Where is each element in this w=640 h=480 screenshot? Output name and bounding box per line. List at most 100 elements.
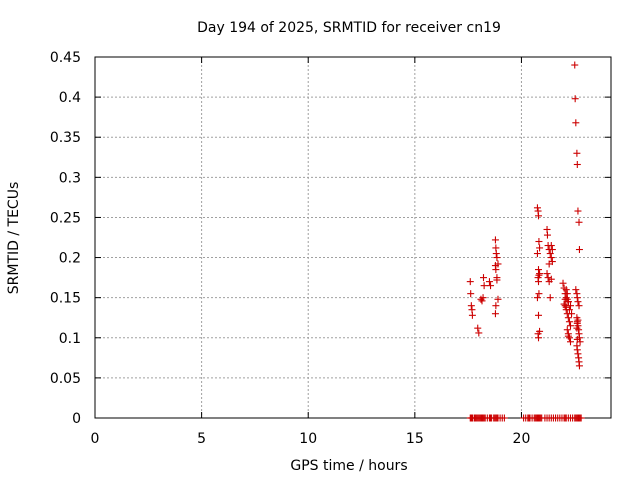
data-point — [491, 310, 499, 318]
data-point — [475, 329, 483, 337]
plot-frame — [94, 56, 612, 419]
x-tick-label: 0 — [91, 431, 100, 447]
data-point — [574, 207, 582, 215]
data-point — [546, 250, 554, 258]
data-point — [564, 314, 572, 322]
axis-ticks: 0 0.05 0.1 0.15 0.2 0.25 0.3 0.35 0.4 0.45 0 5 10 15 2… — [50, 50, 611, 447]
data-point — [573, 319, 581, 327]
data-point — [565, 318, 573, 326]
y-tick-label: 0.4 — [59, 90, 81, 106]
data-point — [574, 298, 582, 306]
y-tick-label: 0.45 — [50, 50, 81, 66]
data-point — [566, 302, 574, 310]
data-point — [535, 278, 543, 286]
data-point — [571, 61, 579, 69]
data-point — [478, 297, 486, 305]
data-point — [547, 242, 555, 250]
y-tick-label: 0.15 — [50, 291, 81, 307]
data-points — [466, 61, 585, 422]
data-point — [479, 274, 487, 282]
data-point — [562, 294, 570, 302]
data-point — [568, 310, 576, 318]
data-point — [546, 294, 554, 302]
y-tick-label: 0 — [72, 411, 81, 427]
data-point — [575, 362, 583, 370]
data-point — [565, 306, 573, 314]
x-tick-label: 10 — [299, 431, 317, 447]
y-tick-label: 0.3 — [59, 170, 81, 186]
chart-title: Day 194 of 2025, SRMTID for receiver cn1… — [197, 20, 501, 36]
data-point — [577, 414, 585, 422]
y-axis-label: SRMTID / TECUs — [6, 182, 22, 295]
data-point — [572, 286, 580, 294]
data-point — [494, 295, 502, 303]
data-point — [561, 295, 569, 303]
data-point — [480, 282, 488, 290]
data-point — [543, 270, 551, 278]
data-point — [575, 218, 583, 226]
data-point — [468, 311, 476, 319]
data-point — [533, 294, 541, 302]
data-point — [485, 278, 493, 286]
y-tick-label: 0.35 — [50, 130, 81, 146]
data-point — [535, 271, 543, 279]
data-point — [535, 334, 543, 342]
data-point — [574, 316, 582, 324]
x-tick-label: 20 — [513, 431, 531, 447]
data-point — [573, 294, 581, 302]
data-point — [492, 302, 500, 310]
data-point — [487, 282, 495, 290]
data-point — [536, 270, 544, 278]
y-tick-label: 0.2 — [59, 251, 81, 267]
data-point — [535, 238, 543, 246]
data-point — [573, 149, 581, 157]
data-point — [466, 278, 474, 286]
data-point — [479, 294, 487, 302]
data-point — [533, 250, 541, 258]
data-point — [493, 274, 501, 282]
data-point — [559, 279, 567, 287]
data-point — [500, 414, 508, 422]
data-point — [536, 244, 544, 252]
data-point — [533, 204, 541, 212]
data-point — [562, 286, 570, 294]
data-point — [535, 311, 543, 319]
data-point — [492, 266, 500, 274]
data-point — [547, 254, 555, 262]
data-point — [575, 302, 583, 310]
data-point — [492, 250, 500, 258]
data-point — [543, 231, 551, 239]
data-point — [574, 350, 582, 358]
data-point — [548, 246, 556, 254]
data-point — [493, 254, 501, 262]
data-point — [573, 160, 581, 168]
data-point — [547, 275, 555, 283]
y-tick-label: 0.25 — [50, 210, 81, 226]
data-point — [535, 290, 543, 298]
data-point — [474, 324, 482, 332]
data-point — [571, 95, 579, 103]
data-point — [566, 322, 574, 330]
data-point — [491, 236, 499, 244]
data-point — [572, 119, 580, 127]
grid-lines — [95, 57, 611, 418]
y-tick-label: 0.05 — [50, 371, 81, 387]
x-axis-label: GPS time / hours — [290, 458, 407, 474]
y-tick-label: 0.1 — [59, 331, 81, 347]
data-point — [566, 338, 574, 346]
data-point — [563, 290, 571, 298]
data-point — [544, 274, 552, 282]
data-point — [573, 346, 581, 354]
data-point — [573, 335, 581, 343]
data-point — [467, 302, 475, 310]
data-point — [545, 260, 553, 268]
x-tick-label: 15 — [406, 431, 424, 447]
data-point — [565, 334, 573, 342]
x-tick-label: 5 — [197, 431, 206, 447]
data-point — [467, 290, 475, 298]
data-point — [564, 332, 572, 340]
data-point — [563, 326, 571, 334]
data-point — [535, 212, 543, 220]
data-point — [575, 246, 583, 254]
